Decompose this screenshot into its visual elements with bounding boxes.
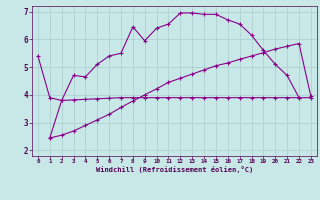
X-axis label: Windchill (Refroidissement éolien,°C): Windchill (Refroidissement éolien,°C) [96, 166, 253, 173]
